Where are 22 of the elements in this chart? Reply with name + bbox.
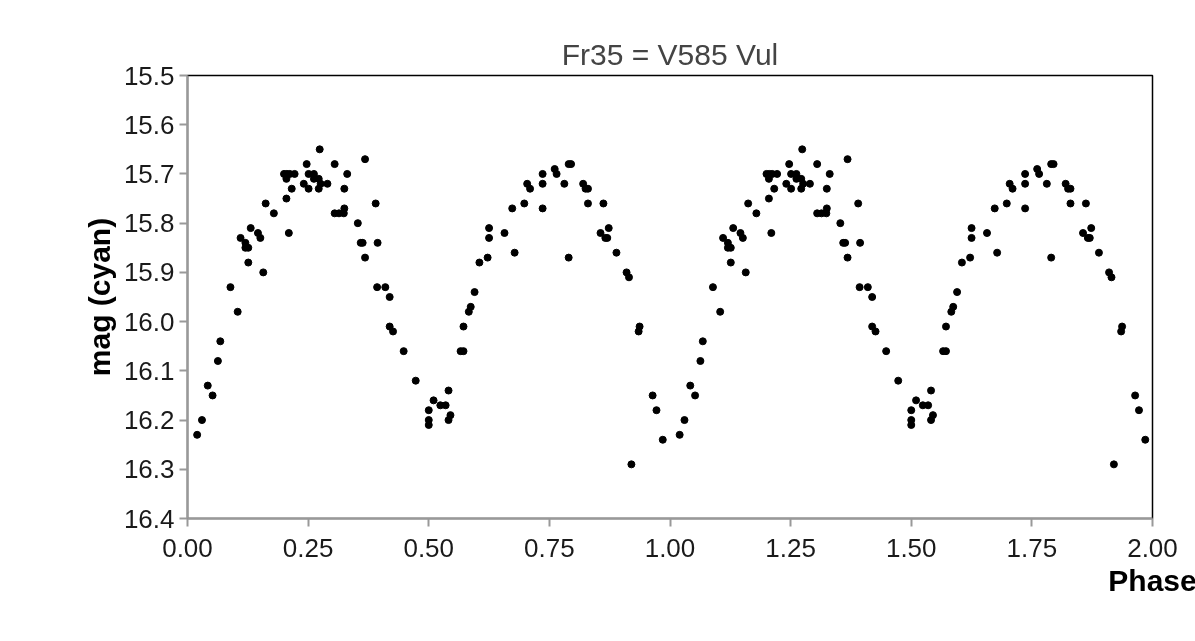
y-tick-label: 16.0 [123,306,175,337]
x-axis-title: Phase [1108,563,1195,597]
x-tick-label: 0.25 [282,532,334,563]
x-tick-label: 1.00 [644,532,696,563]
y-axis-title: mag (cyan) [82,217,116,377]
y-tick-label: 15.7 [123,158,175,189]
y-tick-label: 16.1 [123,355,175,386]
y-tick-label: 15.5 [123,60,175,91]
x-tick-label: 1.50 [885,532,937,563]
y-tick-label: 16.2 [123,405,175,436]
y-tick-label: 15.6 [123,109,175,140]
x-tick-label: 2.00 [1127,532,1178,563]
y-tick-label: 15.9 [123,257,175,288]
y-tick-label: 15.8 [123,208,175,239]
y-tick-label: 16.4 [123,503,175,534]
x-tick-label: 0.00 [162,532,213,563]
chart-title: Fr35 = V585 Vul [561,37,779,71]
x-tick-label: 0.50 [403,532,455,563]
x-tick-label: 1.25 [765,532,816,563]
x-tick-label: 1.75 [1006,532,1058,563]
x-tick-label: 0.75 [524,532,575,563]
y-tick-label: 16.3 [123,454,175,485]
